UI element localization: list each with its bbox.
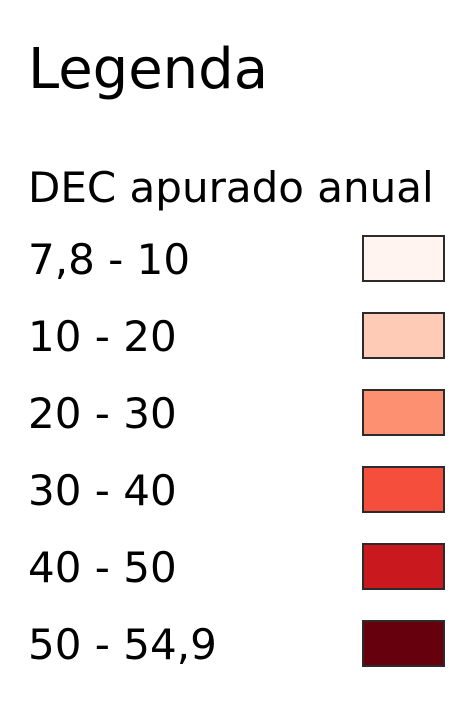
legend-title: Legenda xyxy=(28,37,269,102)
legend-item-label: 40 - 50 xyxy=(28,543,177,592)
legend-item: 7,8 - 10 xyxy=(0,232,472,309)
legend-color-swatch xyxy=(362,235,445,282)
legend-item: 10 - 20 xyxy=(0,309,472,386)
legend-item: 30 - 40 xyxy=(0,463,472,540)
legend-item-label: 7,8 - 10 xyxy=(28,235,191,284)
legend-item: 40 - 50 xyxy=(0,540,472,617)
legend-item: 20 - 30 xyxy=(0,386,472,463)
legend-layer-name: DEC apurado anual xyxy=(28,163,434,212)
legend-item-label: 20 - 30 xyxy=(28,389,177,438)
legend-color-swatch xyxy=(362,620,445,667)
legend-item-list: 7,8 - 10 10 - 20 20 - 30 30 - 40 40 - 50… xyxy=(0,232,472,694)
legend-item-label: 30 - 40 xyxy=(28,466,177,515)
legend-item-label: 50 - 54,9 xyxy=(28,620,217,669)
legend-color-swatch xyxy=(362,543,445,590)
legend-color-swatch xyxy=(362,312,445,359)
legend-color-swatch xyxy=(362,466,445,513)
legend-item-label: 10 - 20 xyxy=(28,312,177,361)
legend-item: 50 - 54,9 xyxy=(0,617,472,694)
legend-color-swatch xyxy=(362,389,445,436)
